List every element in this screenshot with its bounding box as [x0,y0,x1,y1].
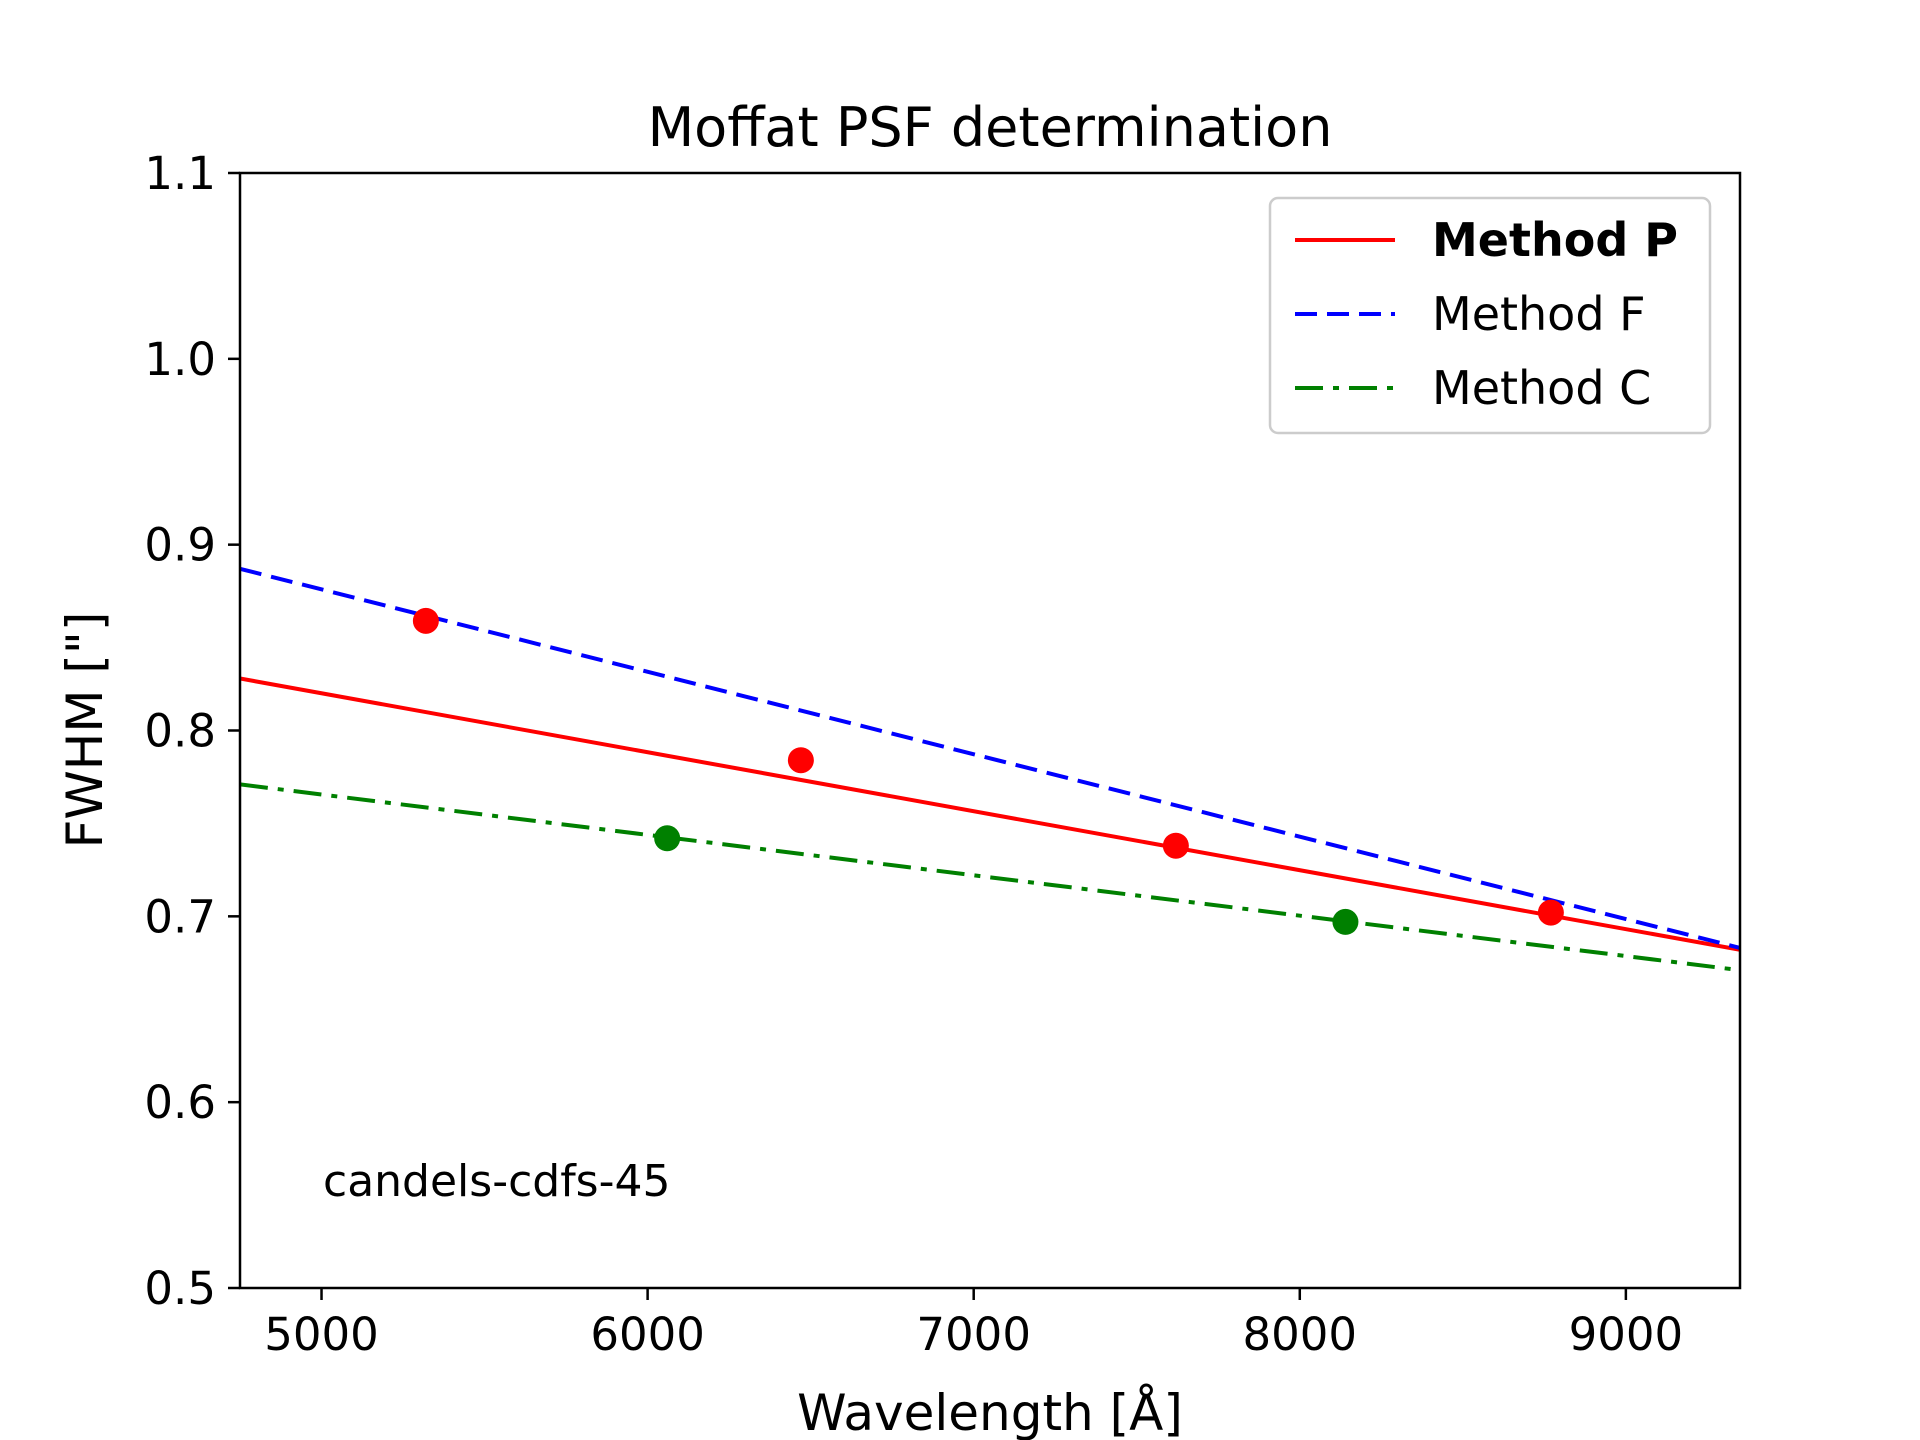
legend-label: Method F [1432,287,1646,341]
series-line-method-c [240,782,1740,973]
y-tick-label: 0.8 [144,705,216,758]
legend-box [1268,196,1712,435]
data-point-p [1537,899,1564,926]
chart-title: Moffat PSF determination [648,96,1333,159]
x-axis-label: Wavelength [Å] [797,1384,1183,1440]
y-tick-label: 1.1 [144,147,216,200]
series-line-method-p [240,676,1740,952]
data-point-c [1332,908,1359,935]
x-tick-label: 6000 [590,1308,705,1361]
x-tick-label: 8000 [1243,1308,1358,1361]
points-layer [412,607,1564,935]
y-tick-label: 0.7 [144,890,216,943]
y-tick-label: 0.6 [144,1076,216,1129]
data-point-p [787,747,814,774]
y-axis-ticks: 0.5 0.6 0.7 0.8 0.9 1.0 1.1 [144,147,240,1315]
x-axis-ticks: 5000 6000 7000 8000 9000 [264,1288,1683,1361]
series-line-method-f [240,566,1740,950]
y-axis-label: FWHM ["] [56,612,114,849]
x-tick-label: 5000 [264,1308,379,1361]
y-tick-label: 0.5 [144,1262,216,1315]
series-layer [240,566,1740,973]
legend-label: Method C [1432,361,1651,415]
legend-entries: Method P Method F Method C [1295,213,1678,415]
legend-label: Method P [1432,213,1678,267]
data-point-c [654,825,681,852]
x-tick-label: 9000 [1569,1308,1684,1361]
data-point-p [412,607,439,634]
y-tick-label: 1.0 [144,333,216,386]
legend: Method P Method F Method C [1268,196,1712,435]
chart-annotation: candels-cdfs-45 [323,1156,670,1207]
x-tick-label: 7000 [916,1308,1031,1361]
plot-area [238,171,1742,1290]
y-tick-label: 0.9 [144,519,216,572]
data-point-p [1162,832,1189,859]
